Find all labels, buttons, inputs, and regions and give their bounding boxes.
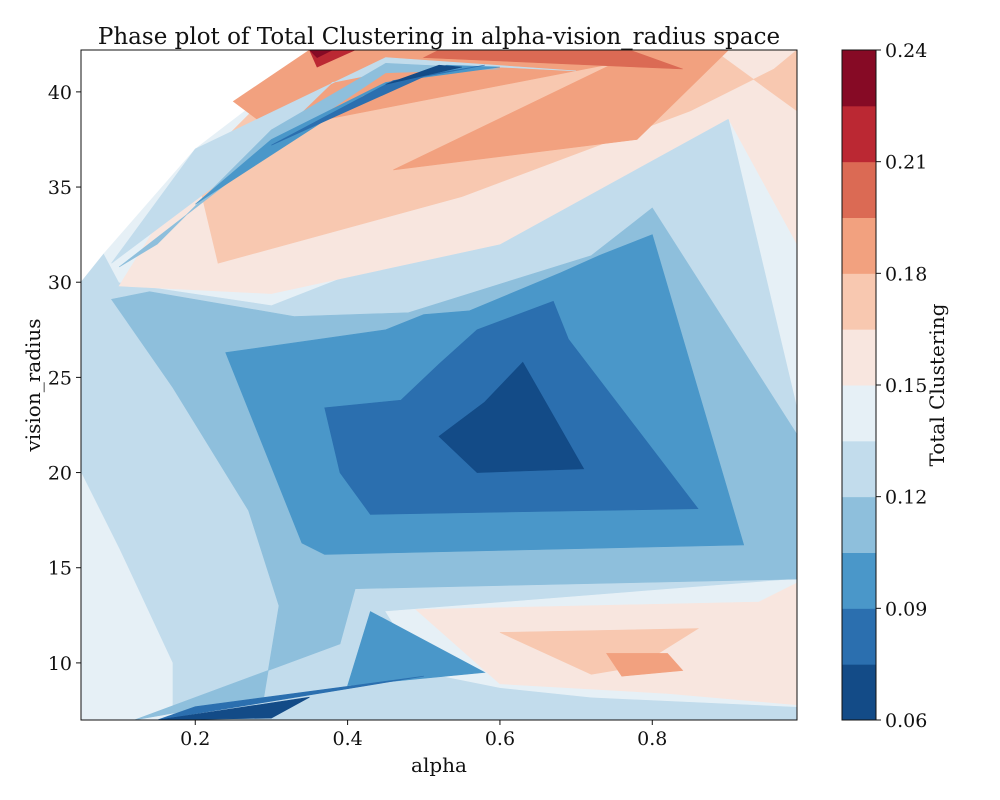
x-tick-label: 0.6 (485, 728, 515, 750)
plot-frame (80, 49, 798, 721)
colorbar-band-2 (842, 552, 876, 609)
colorbar-band-1 (842, 608, 876, 665)
contour-region-10 (606, 653, 684, 677)
colorbar-band-6 (842, 329, 876, 386)
x-tick-label: 0.4 (332, 728, 362, 750)
y-axis: 10 15 20 25 30 35 40 (48, 82, 81, 675)
y-tick-label: 10 (48, 653, 72, 675)
colorbar: 0.06 0.09 0.12 0.15 0.18 0.21 0.24 Total Clust… (841, 40, 949, 732)
contour-region-13 (309, 50, 333, 58)
y-tick-label: 20 (48, 463, 72, 485)
contour-region-16 (195, 64, 500, 205)
colorbar-band-3 (842, 496, 876, 553)
colorbar-band-10 (842, 105, 876, 163)
contour-regions (81, 50, 797, 720)
contour-region-18 (385, 64, 462, 85)
contour-region-1 (81, 472, 173, 720)
x-tick-label: 0.8 (637, 728, 667, 750)
x-axis-label: alpha (411, 753, 467, 777)
chart-title: Phase plot of Total Clustering in alpha-… (98, 24, 780, 50)
colorbar-tick-label: 0.21 (885, 152, 927, 174)
colorbar-band-8 (842, 217, 876, 274)
y-tick-label: 40 (48, 82, 72, 104)
contour-region-22 (347, 611, 486, 687)
y-tick-label: 35 (48, 177, 72, 199)
contour-region-17 (271, 64, 485, 146)
colorbar-tick-label: 0.15 (885, 375, 927, 397)
colorbar-band-9 (842, 161, 876, 218)
contour-region-23 (157, 675, 424, 720)
colorbar-band-0 (842, 664, 876, 721)
contour-region-11 (422, 50, 683, 70)
colorbar-label: Total Clustering (925, 303, 949, 466)
y-tick-label: 30 (48, 272, 72, 294)
y-tick-label: 15 (48, 558, 72, 580)
colorbar-band-5 (842, 385, 876, 442)
contour-region-21 (438, 361, 585, 473)
y-tick-label: 25 (48, 367, 72, 389)
colorbar-tick-label: 0.12 (885, 487, 927, 509)
colorbar-tick-label: 0.06 (885, 710, 927, 732)
colorbar-band-4 (842, 440, 876, 498)
x-axis: 0.2 0.4 0.6 0.8 (180, 720, 667, 750)
plot-area (80, 49, 798, 721)
colorbar-ticks: 0.06 0.09 0.12 0.15 0.18 0.21 0.24 (876, 40, 927, 732)
colorbar-band-7 (842, 273, 876, 330)
contour-region-24 (157, 696, 310, 720)
x-tick-label: 0.2 (180, 728, 210, 750)
y-axis-label: vision_radius (21, 318, 45, 452)
colorbar-tick-label: 0.18 (885, 263, 927, 285)
colorbar-tick-label: 0.09 (885, 598, 927, 620)
colorbar-bands (842, 50, 876, 721)
colorbar-tick-label: 0.24 (885, 40, 927, 62)
colorbar-band-11 (842, 50, 876, 107)
